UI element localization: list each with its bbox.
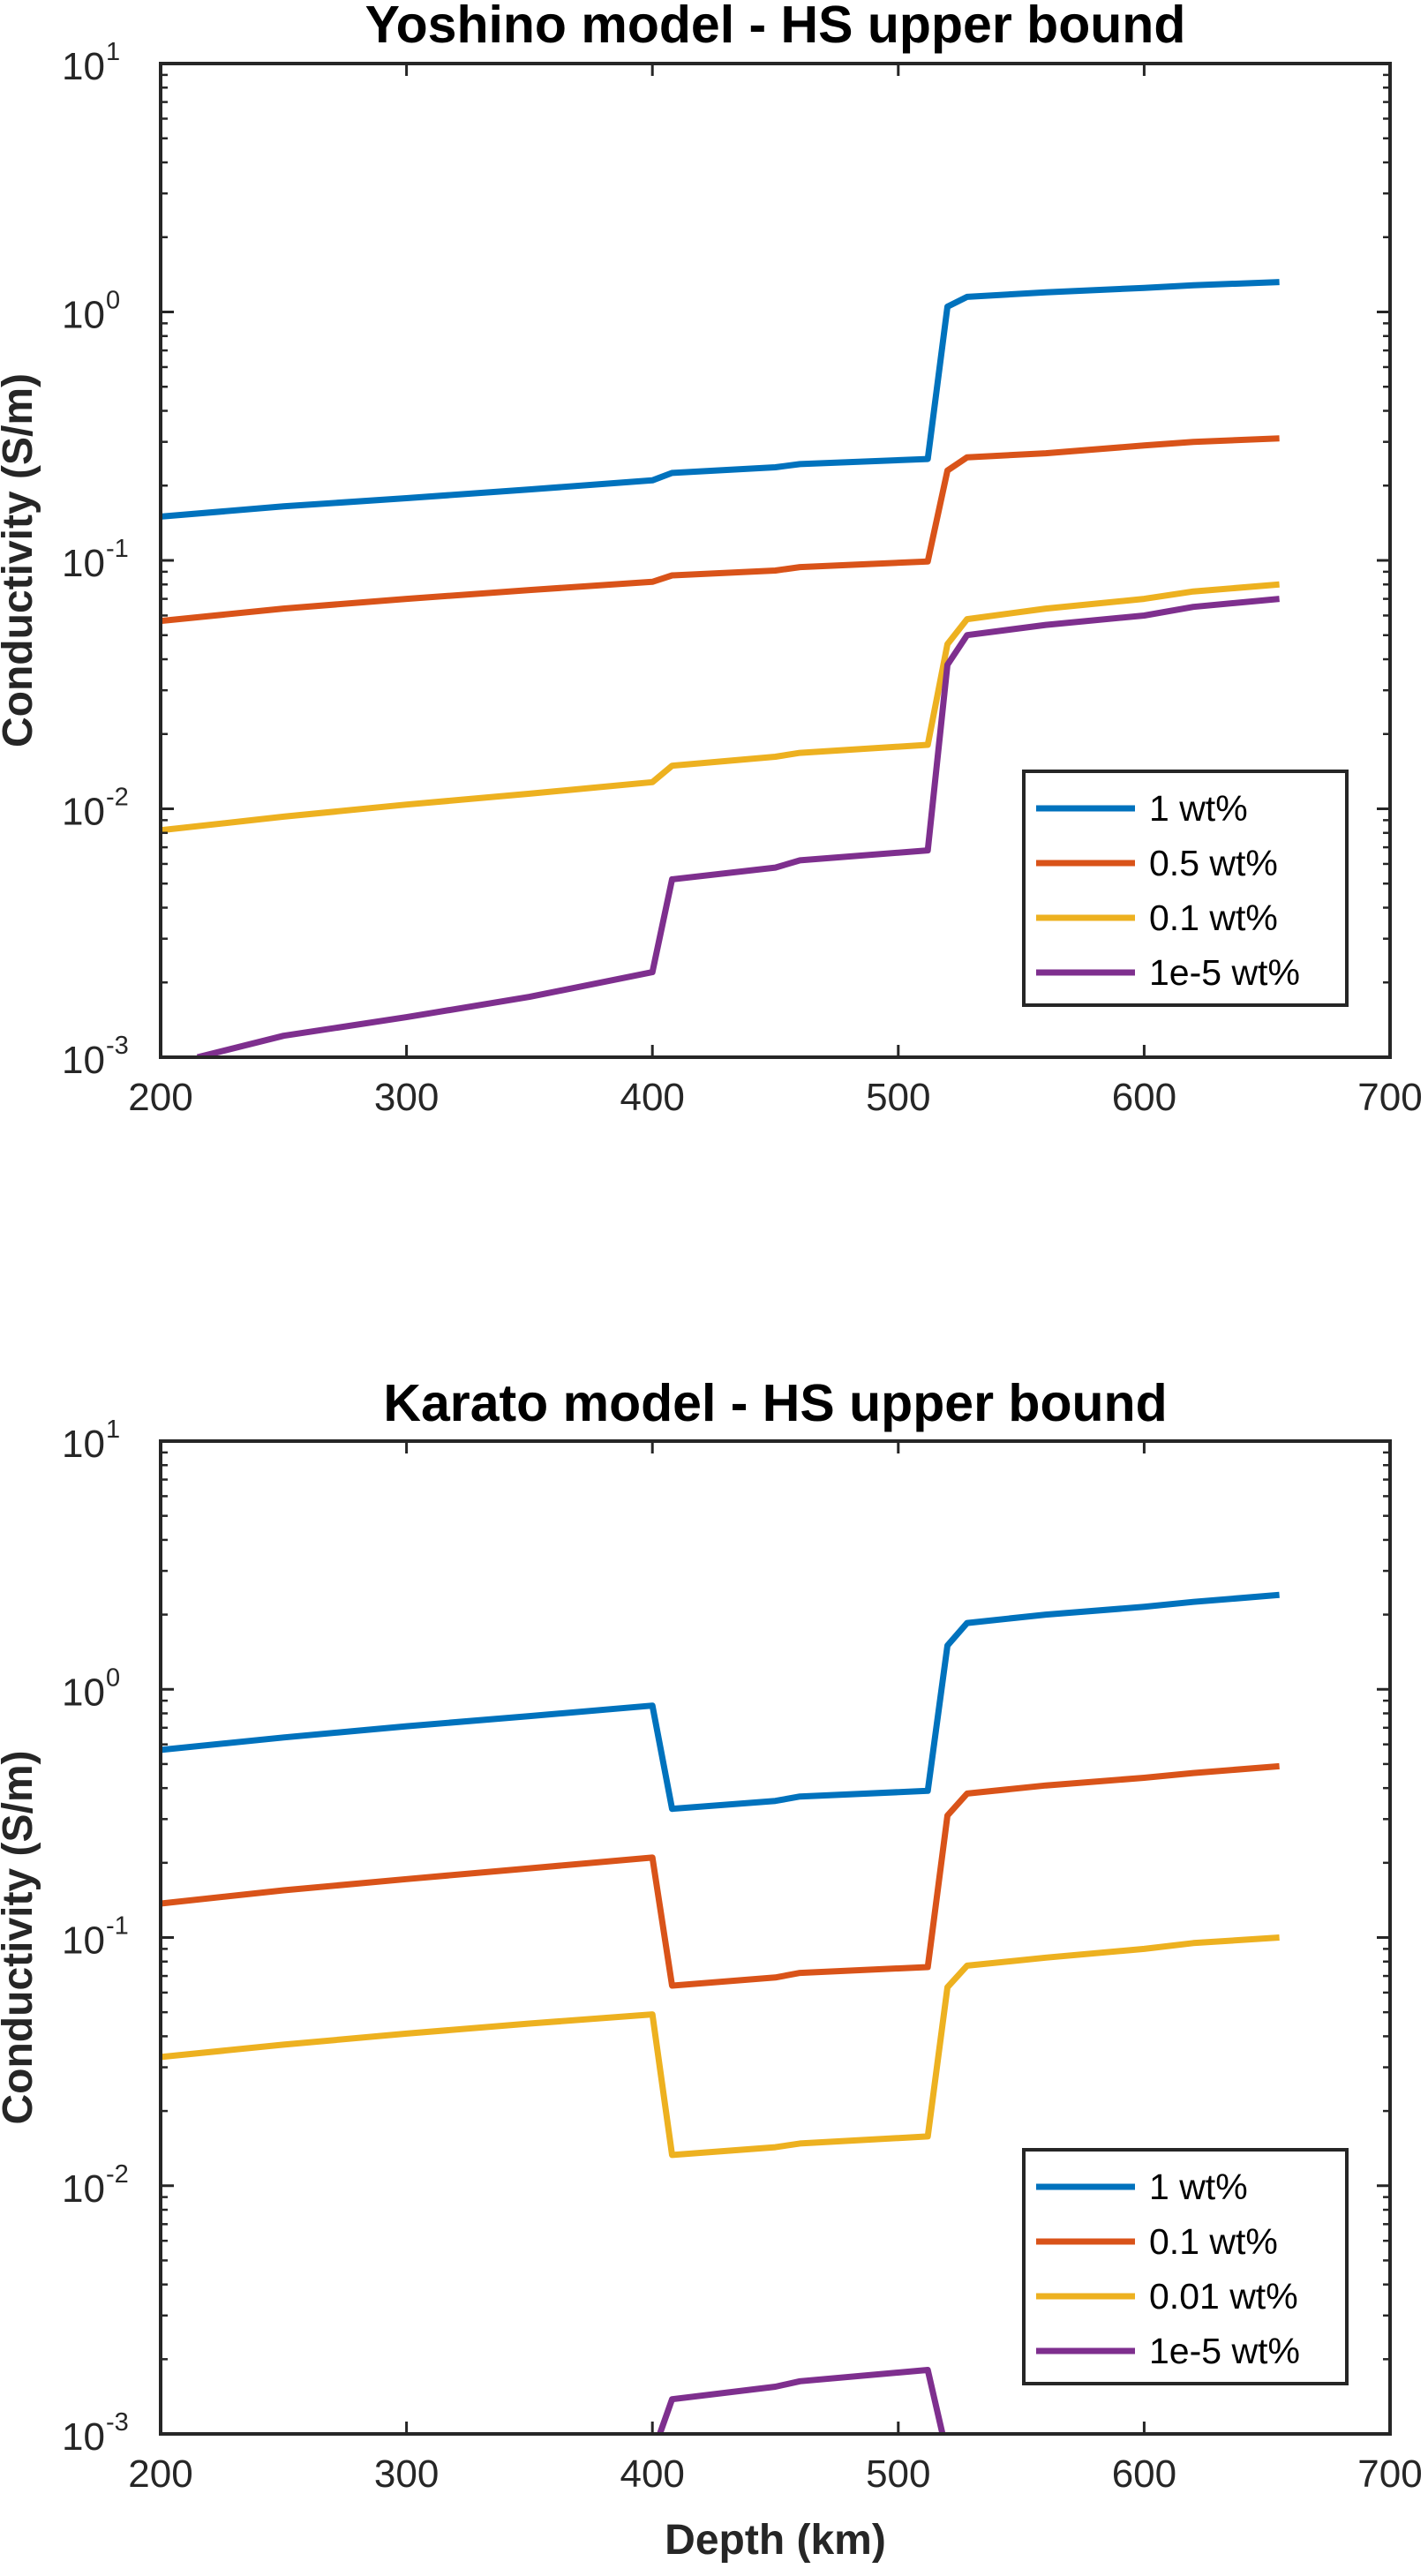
y-tick-label: 10 1 (62, 38, 120, 88)
y-tick-label: 10 -2 (62, 784, 129, 834)
legend-label: 1 wt% (1149, 2167, 1248, 2207)
chart-title: Karato model - HS upper bound (383, 1374, 1167, 1432)
y-tick-base: 10 (62, 294, 105, 337)
y-tick-exponent: -1 (106, 1912, 129, 1941)
legend-item: 0.1 wt% (1036, 897, 1278, 938)
y-tick-base: 10 (62, 1671, 105, 1714)
y-tick-base: 10 (62, 45, 105, 88)
series-line-1 (161, 279, 1280, 520)
series-line-3 (161, 581, 1280, 834)
y-tick-exponent: -2 (106, 784, 129, 812)
series-line-4 (657, 2367, 946, 2434)
legend-label: 0.1 wt% (1149, 897, 1278, 938)
y-tick-base: 10 (62, 1919, 105, 1963)
legend-item: 1 wt% (1036, 788, 1248, 829)
legend-label: 0.5 wt% (1149, 843, 1278, 883)
series-line-2 (161, 1762, 1280, 1989)
x-tick-label: 200 (128, 1076, 192, 1119)
x-axis-label: Depth (km) (665, 2517, 886, 2564)
y-tick-label: 10 -3 (62, 1032, 129, 1082)
y-tick-exponent: 1 (106, 1416, 120, 1444)
y-axis-label: Conductivity (S/m) (0, 373, 41, 747)
series-line-3 (161, 1934, 1280, 2159)
y-tick-exponent: -3 (106, 2408, 129, 2437)
y-tick-label: 10 -2 (62, 2160, 129, 2211)
legend-label: 0.01 wt% (1149, 2276, 1298, 2317)
y-tick-exponent: 1 (106, 38, 120, 66)
legend: 1 wt% 0.1 wt% 0.01 wt% 1e-5 wt% (1022, 2148, 1349, 2385)
x-tick-label: 200 (128, 2452, 192, 2496)
legend-label: 1 wt% (1149, 788, 1248, 829)
x-tick-label: 600 (1112, 1076, 1176, 1119)
legend-label: 1e-5 wt% (1149, 952, 1300, 993)
y-tick-exponent: 0 (106, 1664, 120, 1692)
legend-item: 0.1 wt% (1036, 2221, 1278, 2262)
y-tick-label: 10 0 (62, 287, 120, 337)
y-tick-base: 10 (62, 1423, 105, 1466)
y-axis-label: Conductivity (S/m) (0, 1750, 41, 2124)
y-tick-exponent: 0 (106, 287, 120, 315)
series-line-4 (196, 596, 1280, 1057)
y-tick-exponent: -3 (106, 1032, 129, 1060)
legend: 1 wt% 0.5 wt% 0.1 wt% 1e-5 wt% (1022, 770, 1349, 1007)
y-tick-label: 10 -1 (62, 535, 129, 585)
x-tick-label: 700 (1357, 1076, 1422, 1119)
y-tick-exponent: -1 (106, 535, 129, 563)
y-tick-base: 10 (62, 2415, 105, 2459)
legend-label: 1e-5 wt% (1149, 2331, 1300, 2371)
x-tick-label: 300 (374, 1076, 439, 1119)
y-tick-label: 10 -3 (62, 2408, 129, 2459)
x-axis: 200 300 400 500 600 700 (128, 1441, 1423, 2496)
y-tick-label: 10 -1 (62, 1912, 129, 1963)
series-line-2 (161, 435, 1280, 625)
legend-item: 1e-5 wt% (1036, 952, 1300, 993)
legend-label: 0.1 wt% (1149, 2221, 1278, 2262)
legend-item: 0.5 wt% (1036, 843, 1278, 883)
legend-item: 1 wt% (1036, 2167, 1248, 2207)
y-tick-exponent: -2 (106, 2160, 129, 2189)
x-tick-label: 300 (374, 2452, 439, 2496)
x-tick-label: 500 (866, 2452, 930, 2496)
legend-item: 0.01 wt% (1036, 2276, 1298, 2317)
x-tick-label: 500 (866, 1076, 930, 1119)
y-tick-base: 10 (62, 542, 105, 585)
chart-title: Yoshino model - HS upper bound (365, 0, 1186, 54)
series-group (161, 1591, 1280, 2434)
y-tick-label: 10 0 (62, 1664, 120, 1714)
series-group (161, 279, 1280, 1057)
x-axis: 200 300 400 500 600 700 (128, 64, 1423, 1119)
series-line-1 (161, 1591, 1280, 1813)
x-tick-label: 400 (620, 2452, 684, 2496)
y-tick-base: 10 (62, 2167, 105, 2211)
x-tick-label: 700 (1357, 2452, 1422, 2496)
y-tick-base: 10 (62, 791, 105, 834)
legend-item: 1e-5 wt% (1036, 2331, 1300, 2371)
y-tick-base: 10 (62, 1039, 105, 1082)
x-tick-label: 400 (620, 1076, 684, 1119)
x-tick-label: 600 (1112, 2452, 1176, 2496)
y-tick-label: 10 1 (62, 1416, 120, 1466)
